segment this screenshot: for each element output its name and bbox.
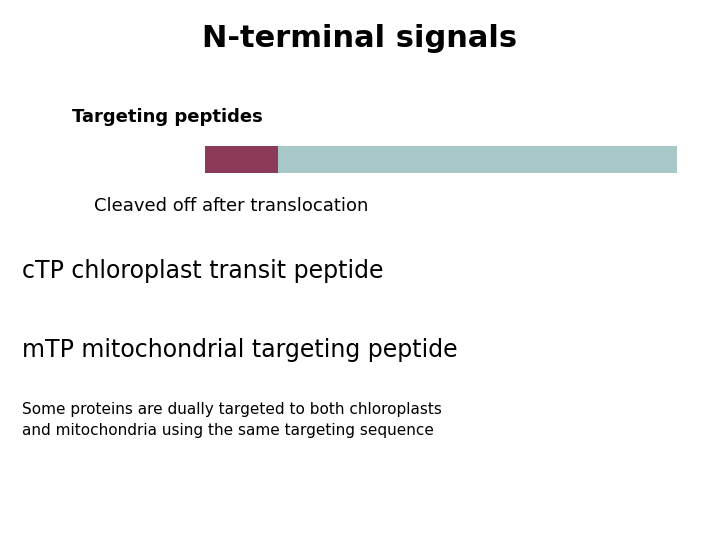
Text: cTP chloroplast transit peptide: cTP chloroplast transit peptide bbox=[22, 259, 383, 283]
Text: Cleaved off after translocation: Cleaved off after translocation bbox=[94, 197, 368, 215]
Bar bbox=[279, 146, 677, 173]
Text: N-terminal signals: N-terminal signals bbox=[202, 24, 518, 53]
Text: Some proteins are dually targeted to both chloroplasts
and mitochondria using th: Some proteins are dually targeted to bot… bbox=[22, 402, 441, 438]
Text: Targeting peptides: Targeting peptides bbox=[72, 108, 263, 126]
Bar bbox=[205, 146, 279, 173]
Text: mTP mitochondrial targeting peptide: mTP mitochondrial targeting peptide bbox=[22, 338, 457, 361]
